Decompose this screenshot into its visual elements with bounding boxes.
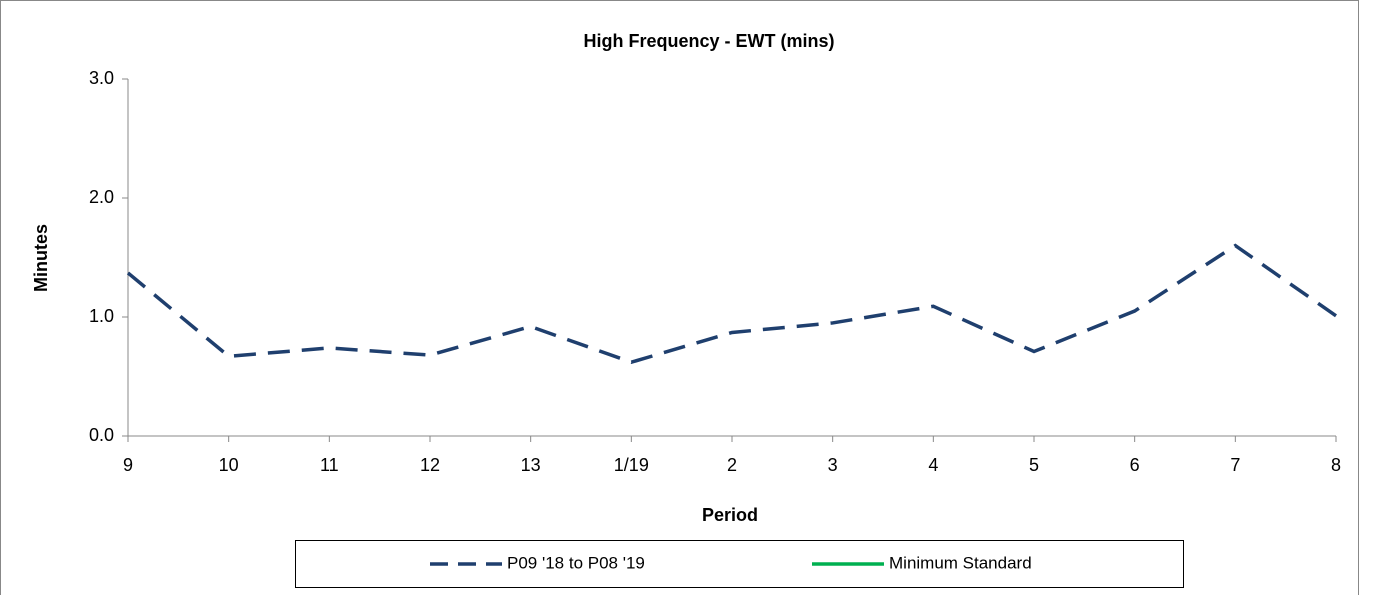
y-tick-label: 2.0 — [89, 187, 114, 207]
y-tick-label: 0.0 — [89, 425, 114, 445]
y-tick-label: 1.0 — [89, 306, 114, 326]
x-axis-label: Period — [702, 505, 758, 525]
x-tick-label: 13 — [521, 455, 541, 475]
legend — [295, 540, 1184, 588]
x-tick-label: 7 — [1230, 455, 1240, 475]
chart-title: High Frequency - EWT (mins) — [583, 31, 834, 51]
x-tick-label: 1/19 — [614, 455, 649, 475]
x-tick-label: 9 — [123, 455, 133, 475]
series-line — [126, 243, 1338, 365]
x-tick-label: 10 — [219, 455, 239, 475]
y-axis-label: Minutes — [31, 224, 51, 292]
x-tick-label: 2 — [727, 455, 737, 475]
y-tick-label: 3.0 — [89, 68, 114, 88]
x-tick-label: 4 — [928, 455, 938, 475]
x-tick-label: 12 — [420, 455, 440, 475]
x-tick-label: 6 — [1130, 455, 1140, 475]
x-tick-label: 5 — [1029, 455, 1039, 475]
x-tick-label: 8 — [1331, 455, 1341, 475]
x-tick-label: 3 — [828, 455, 838, 475]
legend-label: P09 '18 to P08 '19 — [507, 553, 645, 572]
legend-label: Minimum Standard — [889, 553, 1032, 572]
x-tick-label: 11 — [320, 455, 339, 475]
